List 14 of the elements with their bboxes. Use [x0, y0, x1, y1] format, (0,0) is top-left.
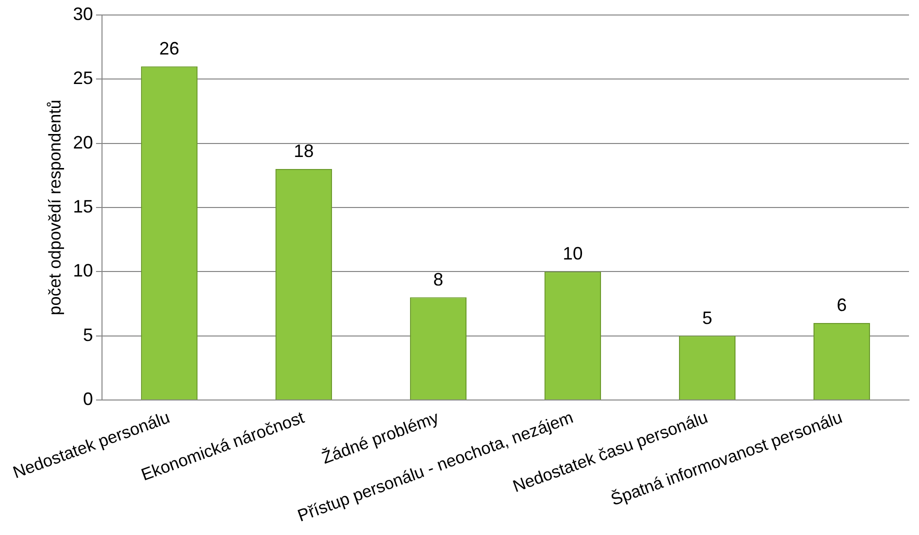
y-axis-title: počet odpovědí respondentů	[46, 100, 64, 316]
y-tick-label: 25	[73, 68, 94, 88]
data-label: 10	[562, 244, 583, 264]
data-label: 8	[433, 269, 444, 290]
y-tick-label: 0	[83, 388, 94, 409]
data-label: 6	[836, 294, 847, 315]
y-tick-label: 10	[73, 260, 94, 281]
y-tick-label: 30	[73, 4, 94, 24]
data-label: 5	[702, 308, 712, 328]
y-tick-label: 5	[83, 324, 94, 345]
data-label: 18	[294, 140, 314, 161]
y-tick-label: 20	[73, 132, 94, 152]
data-label: 26	[159, 38, 180, 58]
y-tick-label: 15	[73, 196, 94, 216]
